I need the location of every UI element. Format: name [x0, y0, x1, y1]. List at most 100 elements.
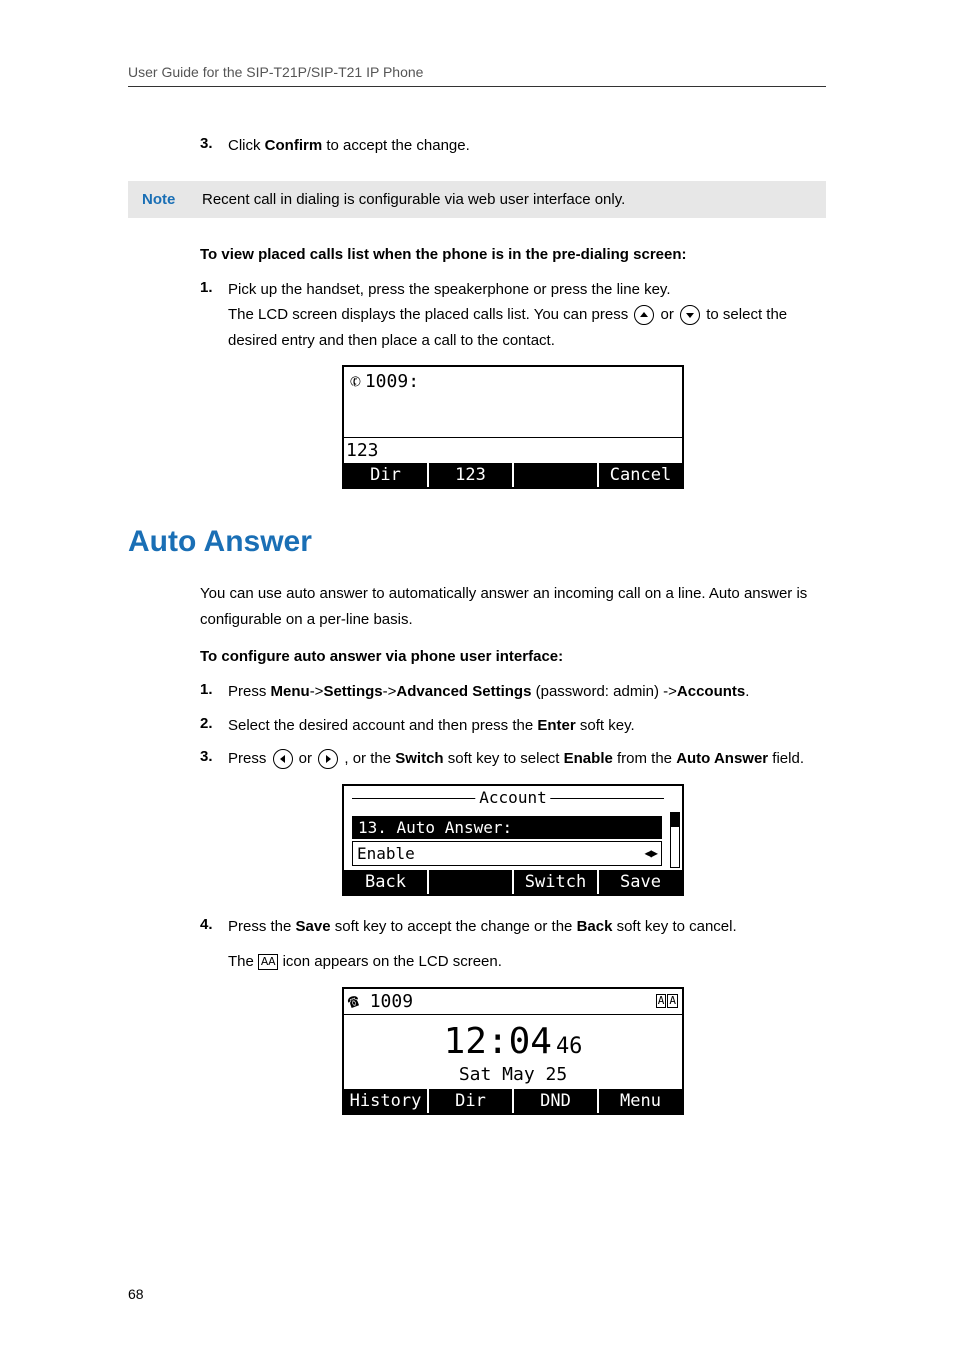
text: Select the desired account and then pres…	[228, 717, 537, 734]
advanced-settings-label: Advanced Settings	[396, 683, 531, 700]
text: soft key to accept the change or the	[331, 918, 577, 935]
subheading-configure: To configure auto answer via phone user …	[200, 648, 826, 665]
lcd-time: 12:0446	[344, 1015, 682, 1062]
accounts-label: Accounts	[677, 683, 745, 700]
lcd-account-screenshot: Account 13. Auto Answer: Enable ◀▶ Back …	[342, 784, 684, 896]
lcd-account-label: 1009:	[365, 371, 419, 392]
softkey-cancel: Cancel	[597, 463, 682, 487]
note-text: Recent call in dialing is configurable v…	[202, 191, 812, 208]
text: Click	[228, 137, 265, 154]
lcd-title: Account	[475, 788, 550, 807]
text: Press the	[228, 918, 296, 935]
scrollbar-thumb	[671, 813, 679, 827]
softkey-dir: Dir	[344, 463, 427, 487]
heading-auto-answer: Auto Answer	[128, 525, 826, 559]
config-step-3: 3. Press or , or the Switch soft key to …	[200, 746, 826, 772]
text: from the	[613, 750, 676, 767]
config-step-1: 1. Press Menu->Settings->Advanced Settin…	[200, 679, 826, 705]
softkey-dnd: DND	[512, 1089, 597, 1113]
text: , or the	[340, 750, 395, 767]
step-number: 3.	[200, 133, 228, 159]
intro-paragraph: You can use auto answer to automatically…	[200, 581, 826, 632]
step-3: 3. Click Confirm to accept the change.	[200, 133, 826, 159]
text: soft key.	[576, 717, 635, 734]
text: Press	[228, 750, 271, 767]
text: to accept the change.	[322, 137, 470, 154]
step-text: Pick up the handset, press the speakerph…	[228, 277, 826, 354]
config-step-4: 4. Press the Save soft key to accept the…	[200, 914, 826, 975]
handset-icon: ✆	[347, 370, 364, 393]
softkey-empty	[427, 870, 512, 894]
softkey-bar: Dir 123 Cancel	[344, 463, 682, 487]
step-text: Click Confirm to accept the change.	[228, 133, 826, 159]
enable-label: Enable	[564, 750, 613, 767]
softkey-dir: Dir	[427, 1089, 512, 1113]
step-1: 1. Pick up the handset, press the speake…	[200, 277, 826, 354]
switch-label: Switch	[395, 750, 443, 767]
step-text: Press Menu->Settings->Advanced Settings …	[228, 679, 826, 705]
text: ->	[310, 683, 324, 700]
text: icon appears on the LCD screen.	[278, 953, 501, 970]
step-text: Select the desired account and then pres…	[228, 713, 826, 739]
note-label: Note	[142, 191, 202, 208]
lcd-account-number: 1009	[370, 991, 413, 1012]
text: or	[656, 306, 678, 323]
text: The	[228, 953, 258, 970]
lcd-dialed-digits: 123	[344, 438, 682, 463]
text: The LCD screen displays the placed calls…	[228, 306, 632, 323]
step-number: 1.	[200, 277, 228, 354]
softkey-empty	[512, 463, 597, 487]
note-box: Note Recent call in dialing is configura…	[128, 181, 826, 218]
softkey-save: Save	[597, 870, 682, 894]
left-right-arrows-icon: ◀▶	[645, 846, 657, 860]
aa-icon: AA	[258, 954, 278, 970]
lcd-row-highlighted: 13. Auto Answer:	[352, 816, 662, 839]
step-number: 2.	[200, 713, 228, 739]
right-arrow-icon	[318, 749, 338, 769]
running-header: User Guide for the SIP-T21P/SIP-T21 IP P…	[128, 64, 826, 87]
lcd-header: ✆ 1009:	[344, 367, 682, 438]
step-number: 4.	[200, 914, 228, 975]
text: or	[295, 750, 317, 767]
text: field.	[768, 750, 804, 767]
text: Pick up the handset, press the speakerph…	[228, 277, 826, 303]
text: soft key to select	[444, 750, 564, 767]
auto-answer-label: Auto Answer	[676, 750, 768, 767]
lcd-value: Enable	[357, 844, 415, 863]
back-label: Back	[577, 918, 613, 935]
softkey-history: History	[344, 1089, 427, 1113]
subheading-predialing: To view placed calls list when the phone…	[200, 246, 826, 263]
text: Press	[228, 683, 271, 700]
step-number: 3.	[200, 746, 228, 772]
lcd-date: Sat May 25	[344, 1062, 682, 1089]
text: (password: admin) ->	[531, 683, 676, 700]
text: ->	[383, 683, 397, 700]
softkey-switch: Switch	[512, 870, 597, 894]
lcd-value-box: Enable ◀▶	[352, 841, 662, 866]
softkey-back: Back	[344, 870, 427, 894]
softkey-123: 123	[427, 463, 512, 487]
text: .	[745, 683, 749, 700]
settings-label: Settings	[323, 683, 382, 700]
softkey-menu: Menu	[597, 1089, 682, 1113]
scrollbar	[670, 812, 680, 868]
lcd-predial-screenshot: ✆ 1009: 123 Dir 123 Cancel	[342, 365, 684, 489]
aa-status-icon: AA	[656, 994, 678, 1008]
step-text: Press or , or the Switch soft key to sel…	[228, 746, 826, 772]
handset-icon: ☎	[345, 989, 362, 1012]
menu-label: Menu	[271, 683, 310, 700]
lcd-idle-screenshot: ☎ 1009 AA 12:0446 Sat May 25 History Dir…	[342, 987, 684, 1115]
config-step-2: 2. Select the desired account and then p…	[200, 713, 826, 739]
save-label: Save	[296, 918, 331, 935]
lcd-account: ☎ 1009	[348, 991, 413, 1012]
step-text: Press the Save soft key to accept the ch…	[228, 914, 826, 975]
softkey-bar: Back Switch Save	[344, 870, 682, 894]
softkey-bar: History Dir DND Menu	[344, 1089, 682, 1113]
down-arrow-icon	[680, 305, 700, 325]
text: soft key to cancel.	[612, 918, 736, 935]
lcd-time-seconds: 46	[556, 1034, 583, 1059]
confirm-label: Confirm	[265, 137, 323, 154]
page-number: 68	[128, 1286, 144, 1302]
enter-label: Enter	[537, 717, 575, 734]
lcd-time-main: 12:04	[444, 1021, 552, 1062]
